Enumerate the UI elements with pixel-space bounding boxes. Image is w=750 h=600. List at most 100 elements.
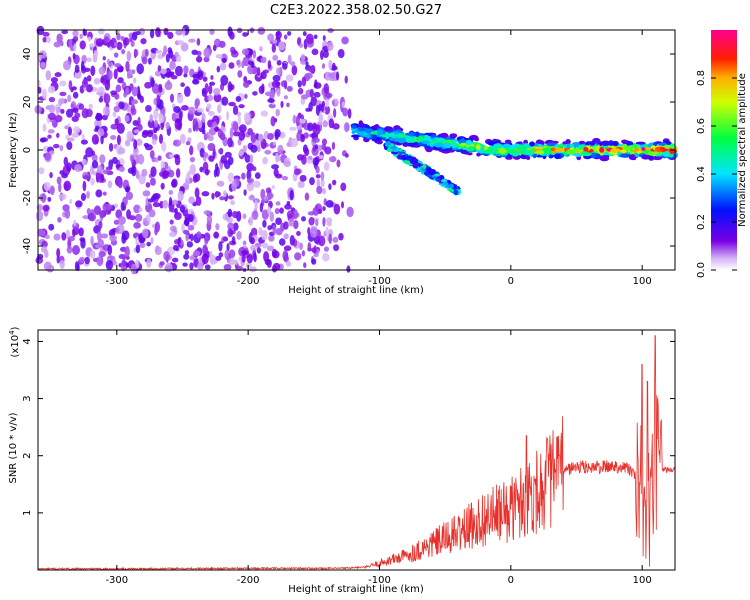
noise-cell — [331, 179, 337, 186]
noise-cell — [311, 258, 317, 265]
noise-cell — [107, 180, 113, 189]
noise-cell — [175, 168, 181, 178]
noise-cell — [154, 70, 162, 77]
noise-cell — [268, 234, 275, 242]
noise-cell — [39, 137, 46, 143]
noise-cell — [283, 160, 291, 167]
noise-cell — [146, 241, 151, 247]
noise-cell — [196, 108, 204, 113]
noise-cell — [259, 46, 263, 52]
noise-cell — [59, 80, 67, 87]
noise-cell — [133, 204, 141, 214]
noise-cell — [246, 181, 255, 192]
noise-cell — [188, 214, 194, 222]
noise-cell — [204, 83, 209, 94]
noise-cell — [210, 75, 214, 80]
noise-cell — [233, 222, 239, 231]
y-tick-label: 4 — [22, 338, 33, 344]
noise-cell — [245, 262, 252, 270]
noise-cell — [160, 68, 167, 75]
noise-cell — [63, 60, 71, 71]
noise-cell — [313, 91, 321, 98]
noise-cell — [137, 153, 145, 165]
track-cell — [663, 144, 671, 149]
noise-cell — [322, 35, 326, 41]
noise-cell — [274, 131, 279, 141]
noise-cell — [275, 217, 282, 226]
noise-cell — [202, 244, 208, 255]
track-cell — [621, 139, 628, 144]
noise-cell — [49, 171, 53, 179]
noise-cell — [134, 49, 139, 57]
noise-cell — [56, 33, 63, 43]
noise-cell — [67, 236, 75, 242]
noise-cell — [201, 112, 206, 123]
branch-cell — [449, 183, 454, 189]
figure-title: C2E3.2022.358.02.50.G27 — [270, 3, 442, 18]
noise-cell — [54, 72, 62, 78]
noise-cell — [108, 142, 114, 152]
x-tick-label: -200 — [237, 276, 260, 287]
noise-cell — [122, 255, 126, 262]
track-cell — [433, 142, 444, 148]
noise-cell — [65, 108, 74, 118]
noise-cell — [60, 40, 64, 47]
y-tick-label: 0 — [22, 147, 33, 153]
track-cell — [573, 142, 579, 148]
noise-cell — [305, 107, 311, 112]
noise-cell — [301, 154, 307, 165]
noise-cell — [264, 149, 272, 155]
noise-cell — [209, 250, 213, 258]
noise-cell — [47, 129, 55, 134]
noise-cell — [249, 244, 258, 252]
noise-cell — [276, 67, 282, 76]
noise-cell — [227, 156, 234, 166]
noise-cell — [188, 127, 192, 133]
noise-cell — [307, 227, 311, 235]
track-cell — [420, 140, 431, 145]
noise-cell — [301, 216, 307, 222]
noise-cell — [145, 48, 149, 57]
track-cell — [377, 129, 384, 136]
noise-cell — [86, 75, 92, 82]
noise-cell — [271, 185, 276, 190]
noise-cell — [289, 189, 294, 201]
noise-cell — [271, 80, 280, 88]
noise-cell — [217, 104, 222, 114]
noise-cell — [215, 166, 220, 177]
noise-cell — [196, 38, 201, 46]
noise-cell — [40, 61, 46, 69]
colorbar-tick-label: 0.0 — [696, 262, 707, 278]
noise-cell — [230, 200, 235, 206]
noise-cell — [287, 31, 292, 36]
noise-cell — [72, 107, 79, 114]
x-tick-label: 100 — [633, 575, 652, 586]
branch-cell — [442, 181, 449, 186]
branch-cell — [424, 171, 429, 176]
noise-cell — [299, 43, 303, 48]
noise-cell — [146, 130, 154, 138]
noise-cell — [216, 65, 221, 73]
track-cell — [467, 146, 475, 152]
noise-cell — [113, 68, 118, 80]
noise-cell — [58, 182, 62, 193]
noise-cell — [291, 65, 298, 76]
noise-cell — [116, 32, 121, 41]
noise-cell — [252, 49, 257, 59]
noise-cell — [113, 105, 120, 113]
noise-cell — [96, 231, 102, 242]
track-cell — [393, 125, 401, 131]
noise-cell — [297, 87, 304, 95]
spectrogram-y-label: Frequency (Hz) — [8, 112, 19, 188]
track-cell — [662, 151, 670, 157]
noise-cell — [149, 114, 154, 123]
track-cell — [509, 149, 517, 154]
noise-cell — [302, 31, 307, 37]
track-cell — [381, 134, 387, 138]
track-cell — [554, 147, 563, 153]
noise-cell — [93, 50, 99, 57]
noise-cell — [183, 86, 191, 97]
noise-cell — [139, 242, 146, 249]
noise-cell — [185, 172, 190, 183]
